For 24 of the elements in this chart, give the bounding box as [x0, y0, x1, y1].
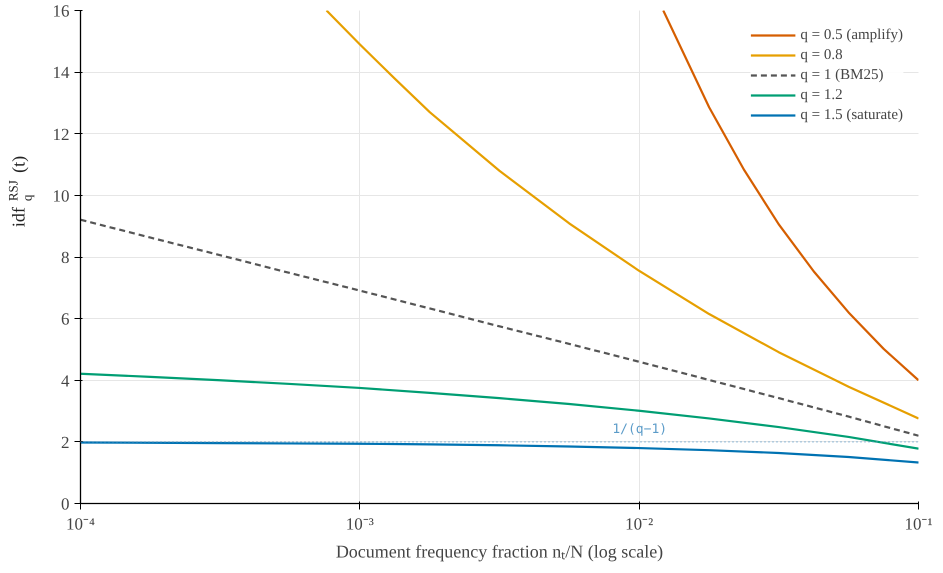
y-tick-label: 14 — [52, 63, 70, 82]
y-tick-label: 16 — [52, 2, 70, 20]
line-series — [80, 218, 918, 437]
x-tick-label: 10⁻² — [625, 514, 654, 534]
legend-label: q = 0.5 (amplify) — [800, 26, 903, 44]
y-tick-label: 4 — [61, 371, 70, 390]
ref-line-label: 1/(q−1) — [612, 422, 668, 437]
x-tick-label: 10⁻¹ — [904, 514, 933, 534]
x-tick-label: 10⁻⁴ — [66, 514, 96, 534]
y-tick-label: 8 — [61, 248, 70, 267]
line-series — [80, 372, 918, 450]
legend-label: q = 1 (BM25) — [800, 66, 884, 84]
y-tick-label: 12 — [52, 124, 70, 144]
y-tick-label: 2 — [61, 432, 70, 452]
legend-label: q = 1.2 — [800, 86, 843, 104]
x-tick-label: 10⁻³ — [346, 514, 374, 534]
y-tick-label: 0 — [61, 494, 70, 514]
legend-label: q = 1.5 (saturate) — [800, 106, 903, 124]
x-axis-title: Document frequency fraction nₜ/N (log scale) — [336, 542, 664, 562]
line-series — [80, 441, 918, 464]
legend-label: q = 0.8 — [800, 46, 843, 64]
y-axis-title: idfqRSJ(t) — [6, 156, 34, 228]
y-tick-label: 6 — [61, 310, 70, 329]
y-tick-label: 10 — [52, 186, 70, 206]
